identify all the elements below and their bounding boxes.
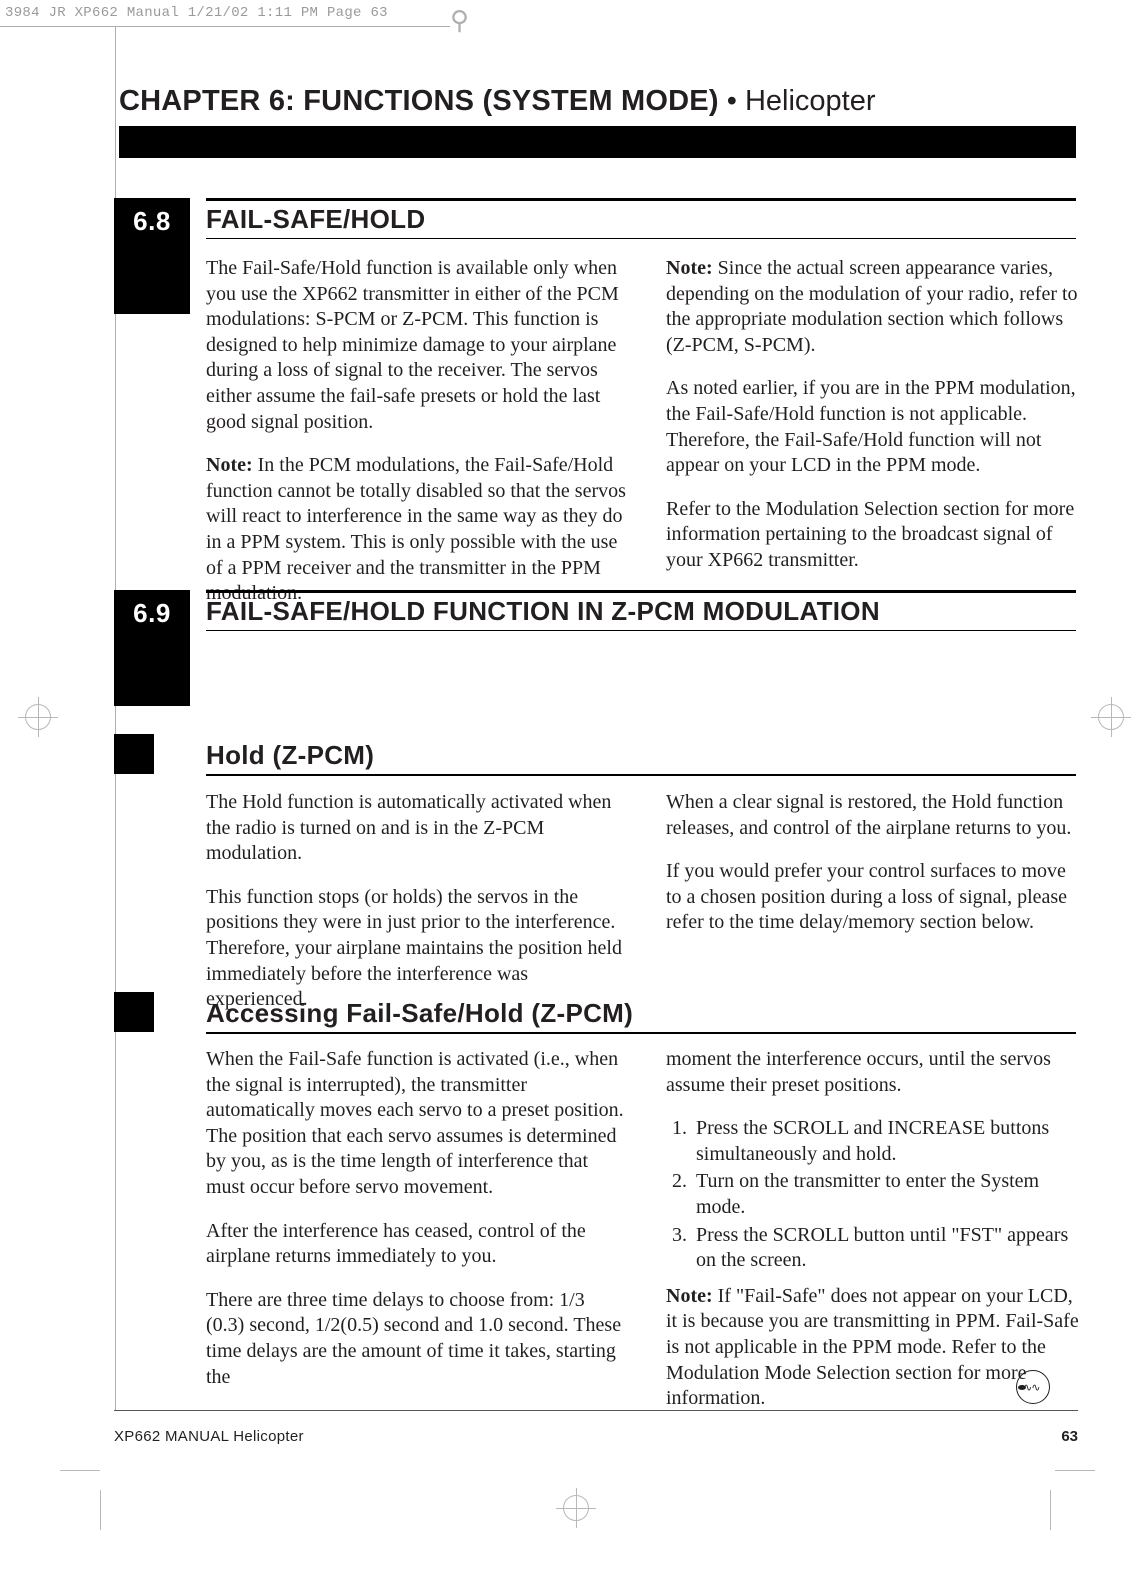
section-rule	[206, 630, 1076, 631]
registration-mark-bottom	[563, 1495, 589, 1521]
registration-mark-right	[1098, 704, 1124, 730]
list-item: Press the SCROLL and INCREASE buttons si…	[692, 1116, 1086, 1167]
hold-body: The Hold function is automatically activ…	[206, 790, 1086, 1031]
page: 3984 JR XP662 Manual 1/21/02 1:11 PM Pag…	[0, 0, 1140, 1578]
paragraph: As noted earlier, if you are in the PPM …	[666, 376, 1086, 478]
section-number-6-9: 6.9	[114, 590, 190, 706]
registration-mark-left	[25, 704, 51, 730]
paragraph: moment the interference occurs, until th…	[666, 1047, 1086, 1098]
section-rule	[206, 590, 1076, 593]
page-flag-icon: ⚲	[450, 5, 469, 36]
note-label: Note:	[666, 257, 713, 279]
section-title-6-8: FAIL-SAFE/HOLD	[206, 204, 425, 235]
footer: XP662 MANUAL Helicopter 63	[114, 1428, 1078, 1445]
paragraph: If you would prefer your control surface…	[666, 859, 1086, 936]
column-left: The Fail-Safe/Hold function is available…	[206, 256, 626, 625]
paragraph: The Fail-Safe/Hold function is available…	[206, 256, 626, 435]
paragraph: When a clear signal is restored, the Hol…	[666, 790, 1086, 841]
list-item: Turn on the transmitter to enter the Sys…	[692, 1169, 1086, 1220]
note-label: Note:	[206, 454, 253, 476]
file-meta: 3984 JR XP662 Manual 1/21/02 1:11 PM Pag…	[5, 5, 388, 21]
column-right: Note: Since the actual screen appearance…	[666, 256, 1086, 625]
access-body: When the Fail-Safe function is activated…	[206, 1047, 1086, 1412]
footer-right: 63	[1061, 1428, 1078, 1445]
chapter-title-bold: CHAPTER 6: FUNCTIONS (SYSTEM MODE)	[119, 85, 719, 117]
ordered-list: Press the SCROLL and INCREASE buttons si…	[666, 1116, 1086, 1274]
footer-left: XP662 MANUAL Helicopter	[114, 1428, 304, 1445]
paragraph: There are three time delays to choose fr…	[206, 1288, 626, 1390]
chapter-title-light: • Helicopter	[719, 85, 876, 117]
paragraph: Note: In the PCM modulations, the Fail-S…	[206, 453, 626, 607]
list-item: Press the SCROLL button until "FST" appe…	[692, 1223, 1086, 1274]
timedelay-icon: ∿∿	[1010, 1370, 1050, 1405]
paragraph: Refer to the Modulation Selection sectio…	[666, 497, 1086, 574]
column-left: When the Fail-Safe function is activated…	[206, 1047, 626, 1412]
column-left: The Hold function is automatically activ…	[206, 790, 626, 1031]
section-rule	[206, 198, 1076, 201]
sub-section-mark	[114, 992, 154, 1032]
crop-mark	[1055, 1470, 1095, 1471]
section-rule	[206, 774, 1076, 776]
crop-mark	[100, 1490, 101, 1530]
chapter-title: CHAPTER 6: FUNCTIONS (SYSTEM MODE) • Hel…	[119, 85, 876, 118]
section-rule	[206, 238, 1076, 239]
section-rule	[206, 1032, 1076, 1034]
column-right: When a clear signal is restored, the Hol…	[666, 790, 1086, 1031]
note-label: Note:	[666, 1285, 713, 1307]
paragraph-text: In the PCM modulations, the Fail-Safe/Ho…	[206, 454, 626, 604]
crop-mark	[1050, 1490, 1051, 1530]
paragraph-text: Since the actual screen appearance varie…	[666, 257, 1078, 356]
sub-title-access: Accessing Fail-Safe/Hold (Z-PCM)	[206, 998, 633, 1029]
sub-title-hold: Hold (Z-PCM)	[206, 740, 374, 771]
paragraph: When the Fail-Safe function is activated…	[206, 1047, 626, 1201]
chapter-rule	[119, 126, 1076, 158]
section-number-6-8: 6.8	[114, 198, 190, 314]
column-right: moment the interference occurs, until th…	[666, 1047, 1086, 1412]
paragraph: After the interference has ceased, contr…	[206, 1219, 626, 1270]
paragraph: The Hold function is automatically activ…	[206, 790, 626, 867]
section-6-8-body: The Fail-Safe/Hold function is available…	[206, 256, 1086, 625]
paragraph: This function stops (or holds) the servo…	[206, 885, 626, 1013]
paragraph: Note: Since the actual screen appearance…	[666, 256, 1086, 358]
sub-section-mark	[114, 734, 154, 774]
crop-mark	[60, 1470, 100, 1471]
print-guide-line	[0, 26, 450, 27]
wave-icon: ∿∿	[1023, 1386, 1047, 1390]
section-title-6-9: FAIL-SAFE/HOLD FUNCTION IN Z-PCM MODULAT…	[206, 596, 880, 627]
footer-rule	[114, 1410, 1078, 1411]
